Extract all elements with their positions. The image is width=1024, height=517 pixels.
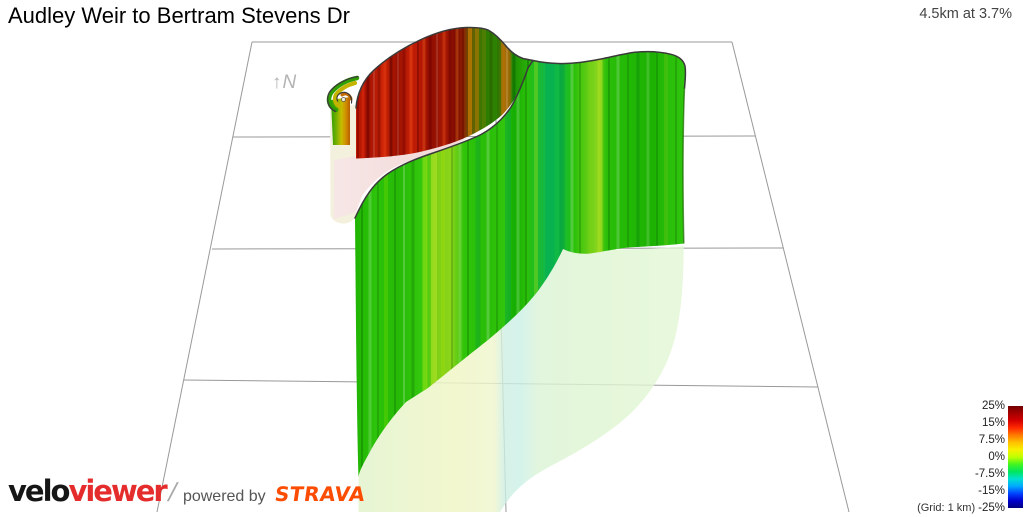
legend-row: 15% [982, 415, 1005, 432]
legend-row: 0% [988, 449, 1005, 466]
legend-row: 25% [982, 398, 1005, 415]
profile-outlines [354, 26, 687, 244]
legend-tick-label: -7.5% [974, 468, 1005, 480]
logo-divider: / [165, 477, 180, 507]
north-indicator: ↑N [272, 72, 296, 94]
legend-tick-label: -25% [978, 502, 1005, 514]
powered-by-label: powered by [182, 488, 266, 505]
legend-row: 7.5% [979, 432, 1005, 449]
page-title: Audley Weir to Bertram Stevens Dr [8, 3, 350, 28]
legend-row: -7.5% [975, 466, 1005, 483]
footer-branding: velo viewer / powered by STRAVA [8, 474, 367, 508]
legend-labels: 25% 15% 7.5% 0% -7.5% -15% (Grid: 1 km) -25% [917, 398, 1005, 517]
legend-row: -15% [978, 483, 1005, 500]
legend-tick-label: 7.5% [978, 434, 1005, 446]
legend-color-bar [1008, 406, 1023, 508]
legend-tick-label: 0% [988, 451, 1005, 463]
north-label: N [282, 72, 297, 93]
shadow-climb-wedge [334, 138, 468, 219]
legend-tick-label: 15% [981, 417, 1005, 429]
route-stats: 4.5km at 3.7% [919, 6, 1012, 22]
legend-tick-label: -15% [978, 485, 1005, 497]
legend-tick-label: 25% [981, 400, 1005, 412]
strava-logo[interactable]: STRAVA [272, 482, 367, 506]
start-loop [326, 75, 360, 145]
legend-row: (Grid: 1 km) -25% [917, 500, 1005, 517]
veloviewer-logo-viewer[interactable]: viewer [68, 474, 167, 508]
gradient-legend: 25% 15% 7.5% 0% -7.5% -15% (Grid: 1 km) -25% [917, 398, 1023, 517]
legend-grid-note: (Grid: 1 km) [917, 502, 976, 514]
north-arrow-icon: ↑ [272, 72, 282, 93]
shadow-south-blob [358, 246, 684, 512]
veloviewer-logo-velo[interactable]: velo [8, 474, 70, 508]
